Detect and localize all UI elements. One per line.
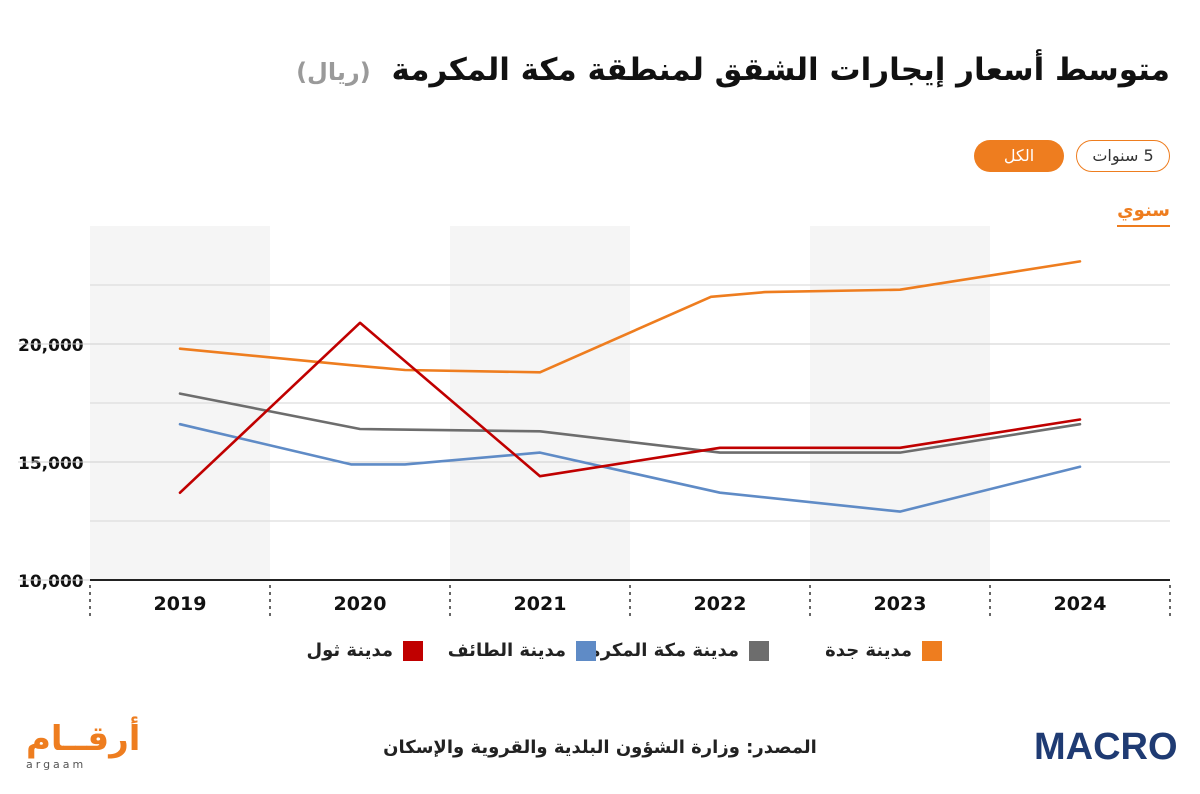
legend-swatch-makkah xyxy=(749,640,769,661)
x-tick-label-2024: 2024 xyxy=(1054,593,1107,615)
legend-label-makkah: مدينة مكة المكرمة xyxy=(578,640,739,661)
series-line-thuwal[interactable] xyxy=(178,321,1082,495)
chart-title: متوسط أسعار إيجارات الشقق لمنطقة مكة الم… xyxy=(296,52,1170,88)
x-tick-label-2023: 2023 xyxy=(874,593,927,615)
series-line-jeddah[interactable] xyxy=(178,260,1082,374)
argaam-logo-latin: argaam xyxy=(26,758,87,771)
legend-swatch-taif xyxy=(576,640,596,661)
x-tick-label-2019: 2019 xyxy=(154,593,207,615)
y-tick-label: 20,000 xyxy=(18,336,84,356)
five-years-filter-button[interactable]: 5 سنوات xyxy=(1076,140,1170,172)
annual-period-tab[interactable]: سنوي xyxy=(1117,200,1170,227)
legend-swatch-jeddah xyxy=(922,640,942,661)
title-text: متوسط أسعار إيجارات الشقق لمنطقة مكة الم… xyxy=(391,52,1170,88)
legend-item-jeddah[interactable]: مدينة جدة xyxy=(777,640,942,661)
x-tick-label-2022: 2022 xyxy=(694,593,747,615)
chart-legend: مدينة جدة مدينة مكة المكرمة مدينة الطائف… xyxy=(0,640,1200,661)
source-note: المصدر: وزارة الشؤون البلدية والقروية وا… xyxy=(383,737,817,758)
macro-logo[interactable]: MACRO xyxy=(1034,726,1178,768)
legend-label-thuwal: مدينة ثول xyxy=(306,640,394,661)
legend-label-jeddah: مدينة جدة xyxy=(825,640,912,661)
legend-item-thuwal[interactable]: مدينة ثول xyxy=(258,640,423,661)
x-tick-label-2021: 2021 xyxy=(514,593,567,615)
all-filter-button[interactable]: الكل xyxy=(974,140,1064,172)
legend-label-taif: مدينة الطائف xyxy=(447,640,566,661)
argaam-logo[interactable]: أرقــام argaam xyxy=(26,722,140,771)
x-tick-label-2020: 2020 xyxy=(334,593,387,615)
series-line-makkah[interactable] xyxy=(178,392,1082,454)
argaam-logo-arabic: أرقــام xyxy=(26,719,141,759)
line-chart: 10,000 15,000 20,000 2019 2020 2021 2022 2023 2… xyxy=(18,260,1171,620)
y-tick-label: 15,000 xyxy=(18,454,84,474)
legend-item-makkah[interactable]: مدينة مكة المكرمة xyxy=(579,640,769,661)
legend-item-taif[interactable]: مدينة الطائف xyxy=(431,640,596,661)
legend-swatch-thuwal xyxy=(403,640,423,661)
title-unit: (ريال) xyxy=(296,58,371,86)
series-line-taif[interactable] xyxy=(178,422,1082,513)
y-tick-label: 10,000 xyxy=(18,572,84,592)
